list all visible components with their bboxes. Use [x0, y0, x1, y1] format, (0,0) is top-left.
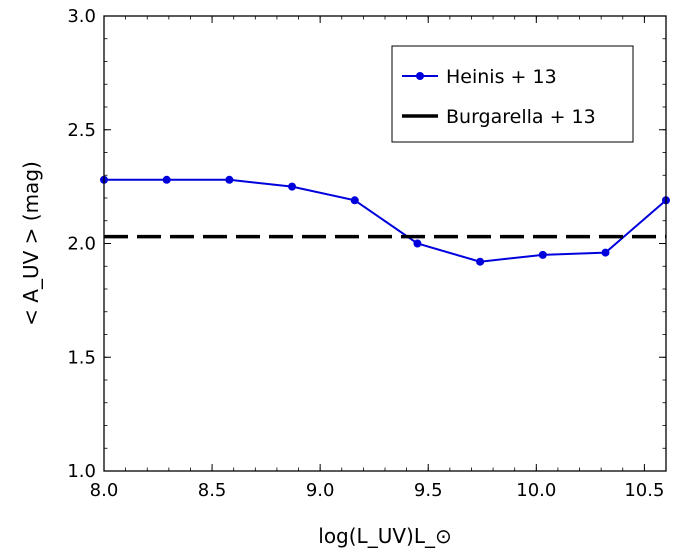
- x-tick-label: 10.5: [624, 480, 664, 501]
- ticks: 8.0 8.5 9.0 9.5 10.0 10.5 1.0 1.5 2.0 2.5 3.0: [67, 6, 667, 501]
- legend-label-burgarella: Burgarella + 13: [446, 106, 596, 128]
- x-tick-label: 9.5: [414, 480, 443, 501]
- data-point: [162, 175, 171, 184]
- data-point: [476, 257, 485, 266]
- data-point: [350, 196, 359, 205]
- plot-series: [100, 175, 670, 266]
- series-line-heinis: [104, 178, 667, 263]
- x-tick-label: 10.0: [516, 480, 556, 501]
- x-axis-title: log(L_UV)L_⊙: [318, 524, 451, 548]
- data-point: [538, 250, 547, 259]
- y-tick-label: 1.5: [67, 347, 96, 368]
- x-tick-label: 8.0: [90, 480, 119, 501]
- legend-label-heinis: Heinis + 13: [446, 66, 557, 88]
- y-tick-label: 3.0: [67, 6, 96, 27]
- legend-box: [391, 45, 634, 143]
- data-point: [225, 175, 234, 184]
- plot-frame: [103, 15, 667, 472]
- x-tick-label: 9.0: [306, 480, 335, 501]
- y-axis-title: < A_UV > (mag): [19, 161, 43, 326]
- legend-marker-heinis: [416, 72, 424, 80]
- data-point: [601, 248, 610, 257]
- data-point: [288, 182, 297, 191]
- y-tick-label: 2.0: [67, 234, 96, 255]
- y-tick-label: 1.0: [67, 461, 96, 482]
- x-tick-label: 8.5: [198, 480, 227, 501]
- data-point: [413, 239, 422, 248]
- legend: Heinis + 13 Burgarella + 13: [391, 45, 634, 143]
- y-tick-label: 2.5: [67, 120, 96, 141]
